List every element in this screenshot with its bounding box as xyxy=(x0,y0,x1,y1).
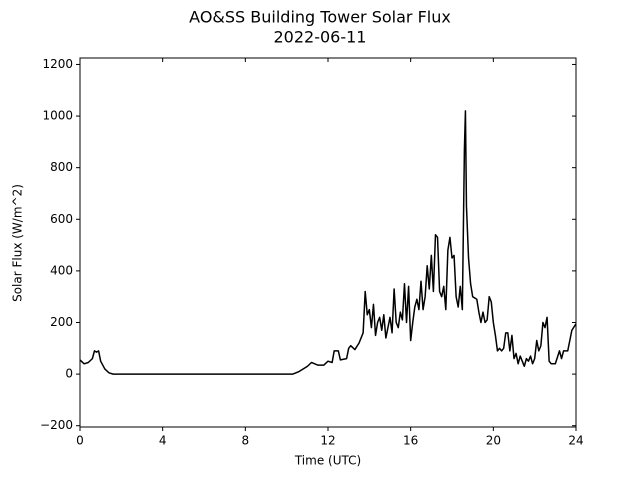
data-line xyxy=(79,110,577,375)
y-tick-label: 0 xyxy=(65,367,73,381)
y-tick-label: 400 xyxy=(50,263,73,277)
y-tick-label: 200 xyxy=(50,315,73,329)
chart-title: AO&SS Building Tower Solar Flux xyxy=(189,8,451,27)
x-tick-label: 8 xyxy=(242,434,250,448)
x-tick-label: 20 xyxy=(486,434,501,448)
y-tick-label: 600 xyxy=(50,212,73,226)
x-tick-label: 24 xyxy=(568,434,583,448)
x-axis-label: Time (UTC) xyxy=(294,454,361,468)
y-tick-label: 1200 xyxy=(42,57,73,71)
y-tick-label: 1000 xyxy=(42,109,73,123)
chart-subtitle: 2022-06-11 xyxy=(274,28,367,47)
x-tick-label: 4 xyxy=(159,434,167,448)
plot-frame xyxy=(79,57,577,428)
x-tick-label: 12 xyxy=(320,434,335,448)
x-tick-label: 0 xyxy=(76,434,84,448)
y-axis-label: Solar Flux (W/m^2) xyxy=(11,184,25,302)
x-tick-label: 16 xyxy=(403,434,418,448)
y-tick-label: −200 xyxy=(40,418,73,432)
y-tick-label: 800 xyxy=(50,160,73,174)
